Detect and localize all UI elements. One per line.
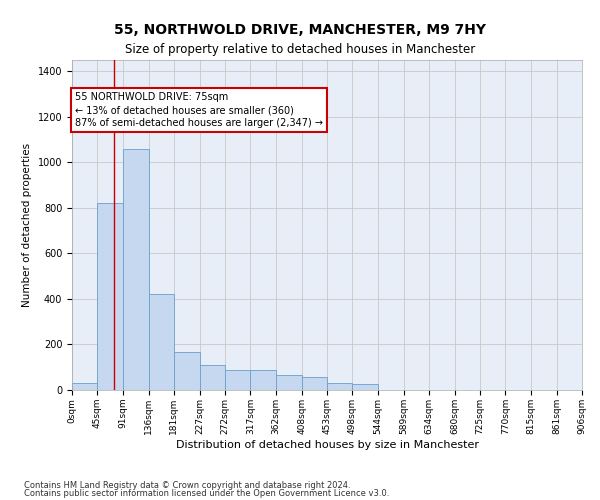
Text: 55, NORTHWOLD DRIVE, MANCHESTER, M9 7HY: 55, NORTHWOLD DRIVE, MANCHESTER, M9 7HY	[114, 22, 486, 36]
Bar	[302, 378, 327, 390]
Bar	[149, 294, 174, 390]
Bar	[72, 383, 97, 390]
Bar	[250, 370, 276, 390]
Bar	[200, 365, 225, 390]
Y-axis label: Number of detached properties: Number of detached properties	[22, 143, 32, 307]
Bar	[97, 204, 123, 390]
Bar	[174, 352, 200, 390]
Bar	[352, 384, 378, 390]
Bar	[225, 370, 250, 390]
Text: Contains public sector information licensed under the Open Government Licence v3: Contains public sector information licen…	[24, 489, 389, 498]
Bar	[123, 149, 149, 390]
X-axis label: Distribution of detached houses by size in Manchester: Distribution of detached houses by size …	[176, 440, 479, 450]
Bar	[327, 383, 352, 390]
Text: Size of property relative to detached houses in Manchester: Size of property relative to detached ho…	[125, 42, 475, 56]
Text: 55 NORTHWOLD DRIVE: 75sqm
← 13% of detached houses are smaller (360)
87% of semi: 55 NORTHWOLD DRIVE: 75sqm ← 13% of detac…	[75, 92, 323, 128]
Text: Contains HM Land Registry data © Crown copyright and database right 2024.: Contains HM Land Registry data © Crown c…	[24, 480, 350, 490]
Bar	[276, 375, 302, 390]
